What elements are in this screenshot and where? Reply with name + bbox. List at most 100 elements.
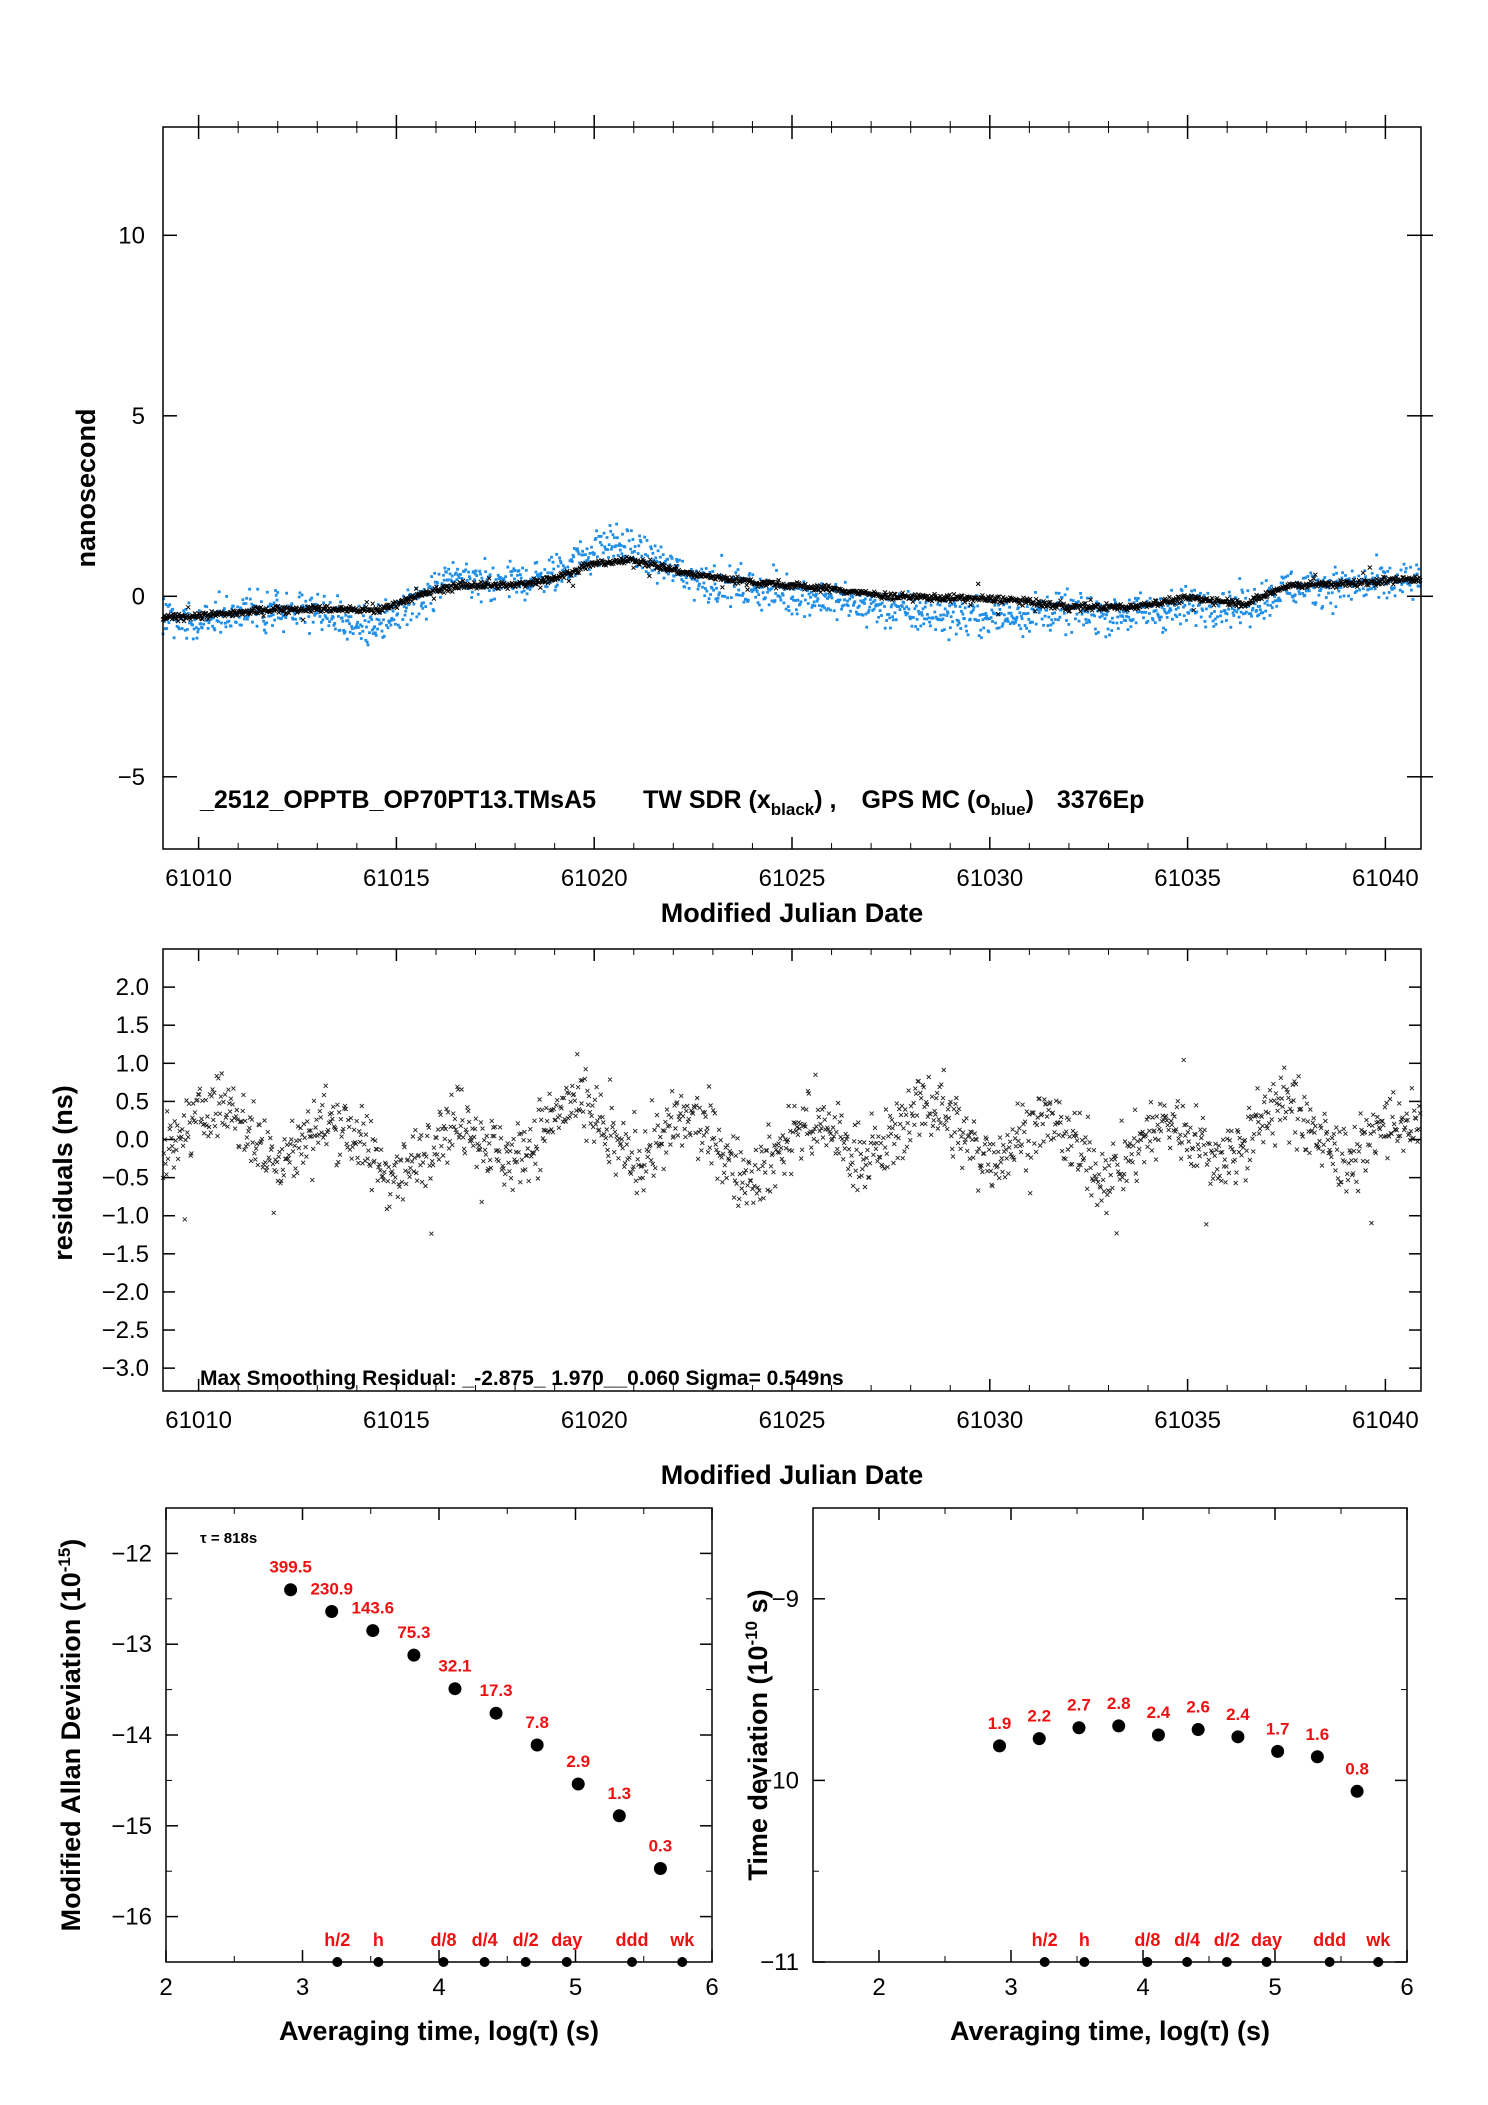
gps-point [285,591,288,595]
gps-point [209,617,213,621]
gps-point [903,607,906,611]
gps-point [264,631,268,635]
residual-point [598,1092,604,1098]
residual-point [854,1147,859,1153]
gps-point [348,630,352,634]
gps-point [1324,596,1328,599]
gps-point [641,566,644,570]
gps-point [1187,611,1190,615]
residual-point [1311,1115,1317,1121]
residual-point [1273,1091,1279,1096]
residual-point [1345,1177,1351,1183]
residual-point [899,1103,905,1109]
gps-point [954,632,958,636]
gps-point [374,631,377,635]
gps-point [217,590,221,594]
residual-point [842,1146,848,1151]
gps-point [977,619,980,622]
gps-point [914,625,917,628]
gps-point [192,627,196,631]
residual-point [1141,1159,1147,1165]
tw-point [402,600,407,605]
residual-point [344,1141,350,1147]
residual-point [1222,1157,1228,1163]
residual-point [355,1155,360,1161]
residual-point [410,1134,416,1139]
gps-point [609,529,613,533]
gps-point [921,607,925,611]
gps-point [1333,565,1337,569]
residual-point [729,1151,734,1157]
gps-point [1329,601,1333,605]
gps-point [850,593,854,596]
residual-point [236,1144,242,1150]
residual-point [1155,1122,1161,1128]
residual-point [1099,1198,1104,1203]
residual-point [674,1100,680,1105]
gps-point [1371,576,1375,580]
residual-point [253,1146,259,1151]
residual-point [739,1186,745,1191]
residual-point [1185,1129,1191,1135]
p1-xtick-label: 61025 [759,865,826,892]
residual-point [227,1109,233,1114]
gps-point [1182,614,1186,618]
residual-point [470,1143,476,1149]
residual-point [586,1093,592,1099]
tw-point [496,586,501,592]
residual-point [620,1145,625,1151]
gps-point [1260,581,1264,585]
residual-point [403,1168,408,1174]
residual-point [281,1172,287,1178]
residual-point [1408,1128,1414,1134]
residual-point [174,1147,179,1153]
gps-point [796,598,800,602]
residual-point [1394,1127,1400,1133]
gps-point [1316,578,1320,582]
residual-point [452,1116,458,1122]
residual-point [766,1122,771,1127]
residual-point [548,1127,554,1132]
gps-point [248,587,251,591]
residual-point [285,1156,291,1162]
gps-point [939,613,943,617]
gps-point [459,573,462,576]
gps-point [591,551,595,554]
residual-point [171,1165,177,1170]
gps-point [304,599,308,603]
residual-point [608,1133,614,1139]
gps-point [1209,605,1213,609]
p2-xtick-label: 61035 [1154,1407,1221,1434]
gps-point [1312,586,1316,590]
gps-point [816,597,820,601]
gps-point [485,578,489,581]
residual-point [370,1136,376,1142]
gps-point [741,591,745,595]
tw-point [364,599,370,605]
residual-point [184,1098,189,1103]
residual-point [760,1163,765,1169]
gps-point [455,578,459,581]
residual-point [230,1102,235,1107]
residual-point [382,1169,387,1175]
residual-point [1177,1132,1183,1138]
gps-point [655,559,658,563]
gps-point [345,619,348,623]
residual-point [1207,1141,1213,1147]
gps-point [570,558,573,561]
residual-point [1364,1159,1370,1164]
p3-marker-label: ddd [616,1930,649,1950]
residual-point [240,1108,246,1114]
residual-point [1281,1065,1287,1071]
gps-point [658,560,661,564]
residual-point [274,1159,280,1165]
gps-point [510,573,513,577]
residual-point [935,1126,941,1131]
residual-point [705,1149,711,1155]
residual-point [247,1125,252,1131]
gps-point [1208,615,1212,618]
gps-point [1040,617,1044,621]
residual-point [699,1148,704,1153]
residual-point [671,1134,677,1139]
gps-point [636,552,640,555]
